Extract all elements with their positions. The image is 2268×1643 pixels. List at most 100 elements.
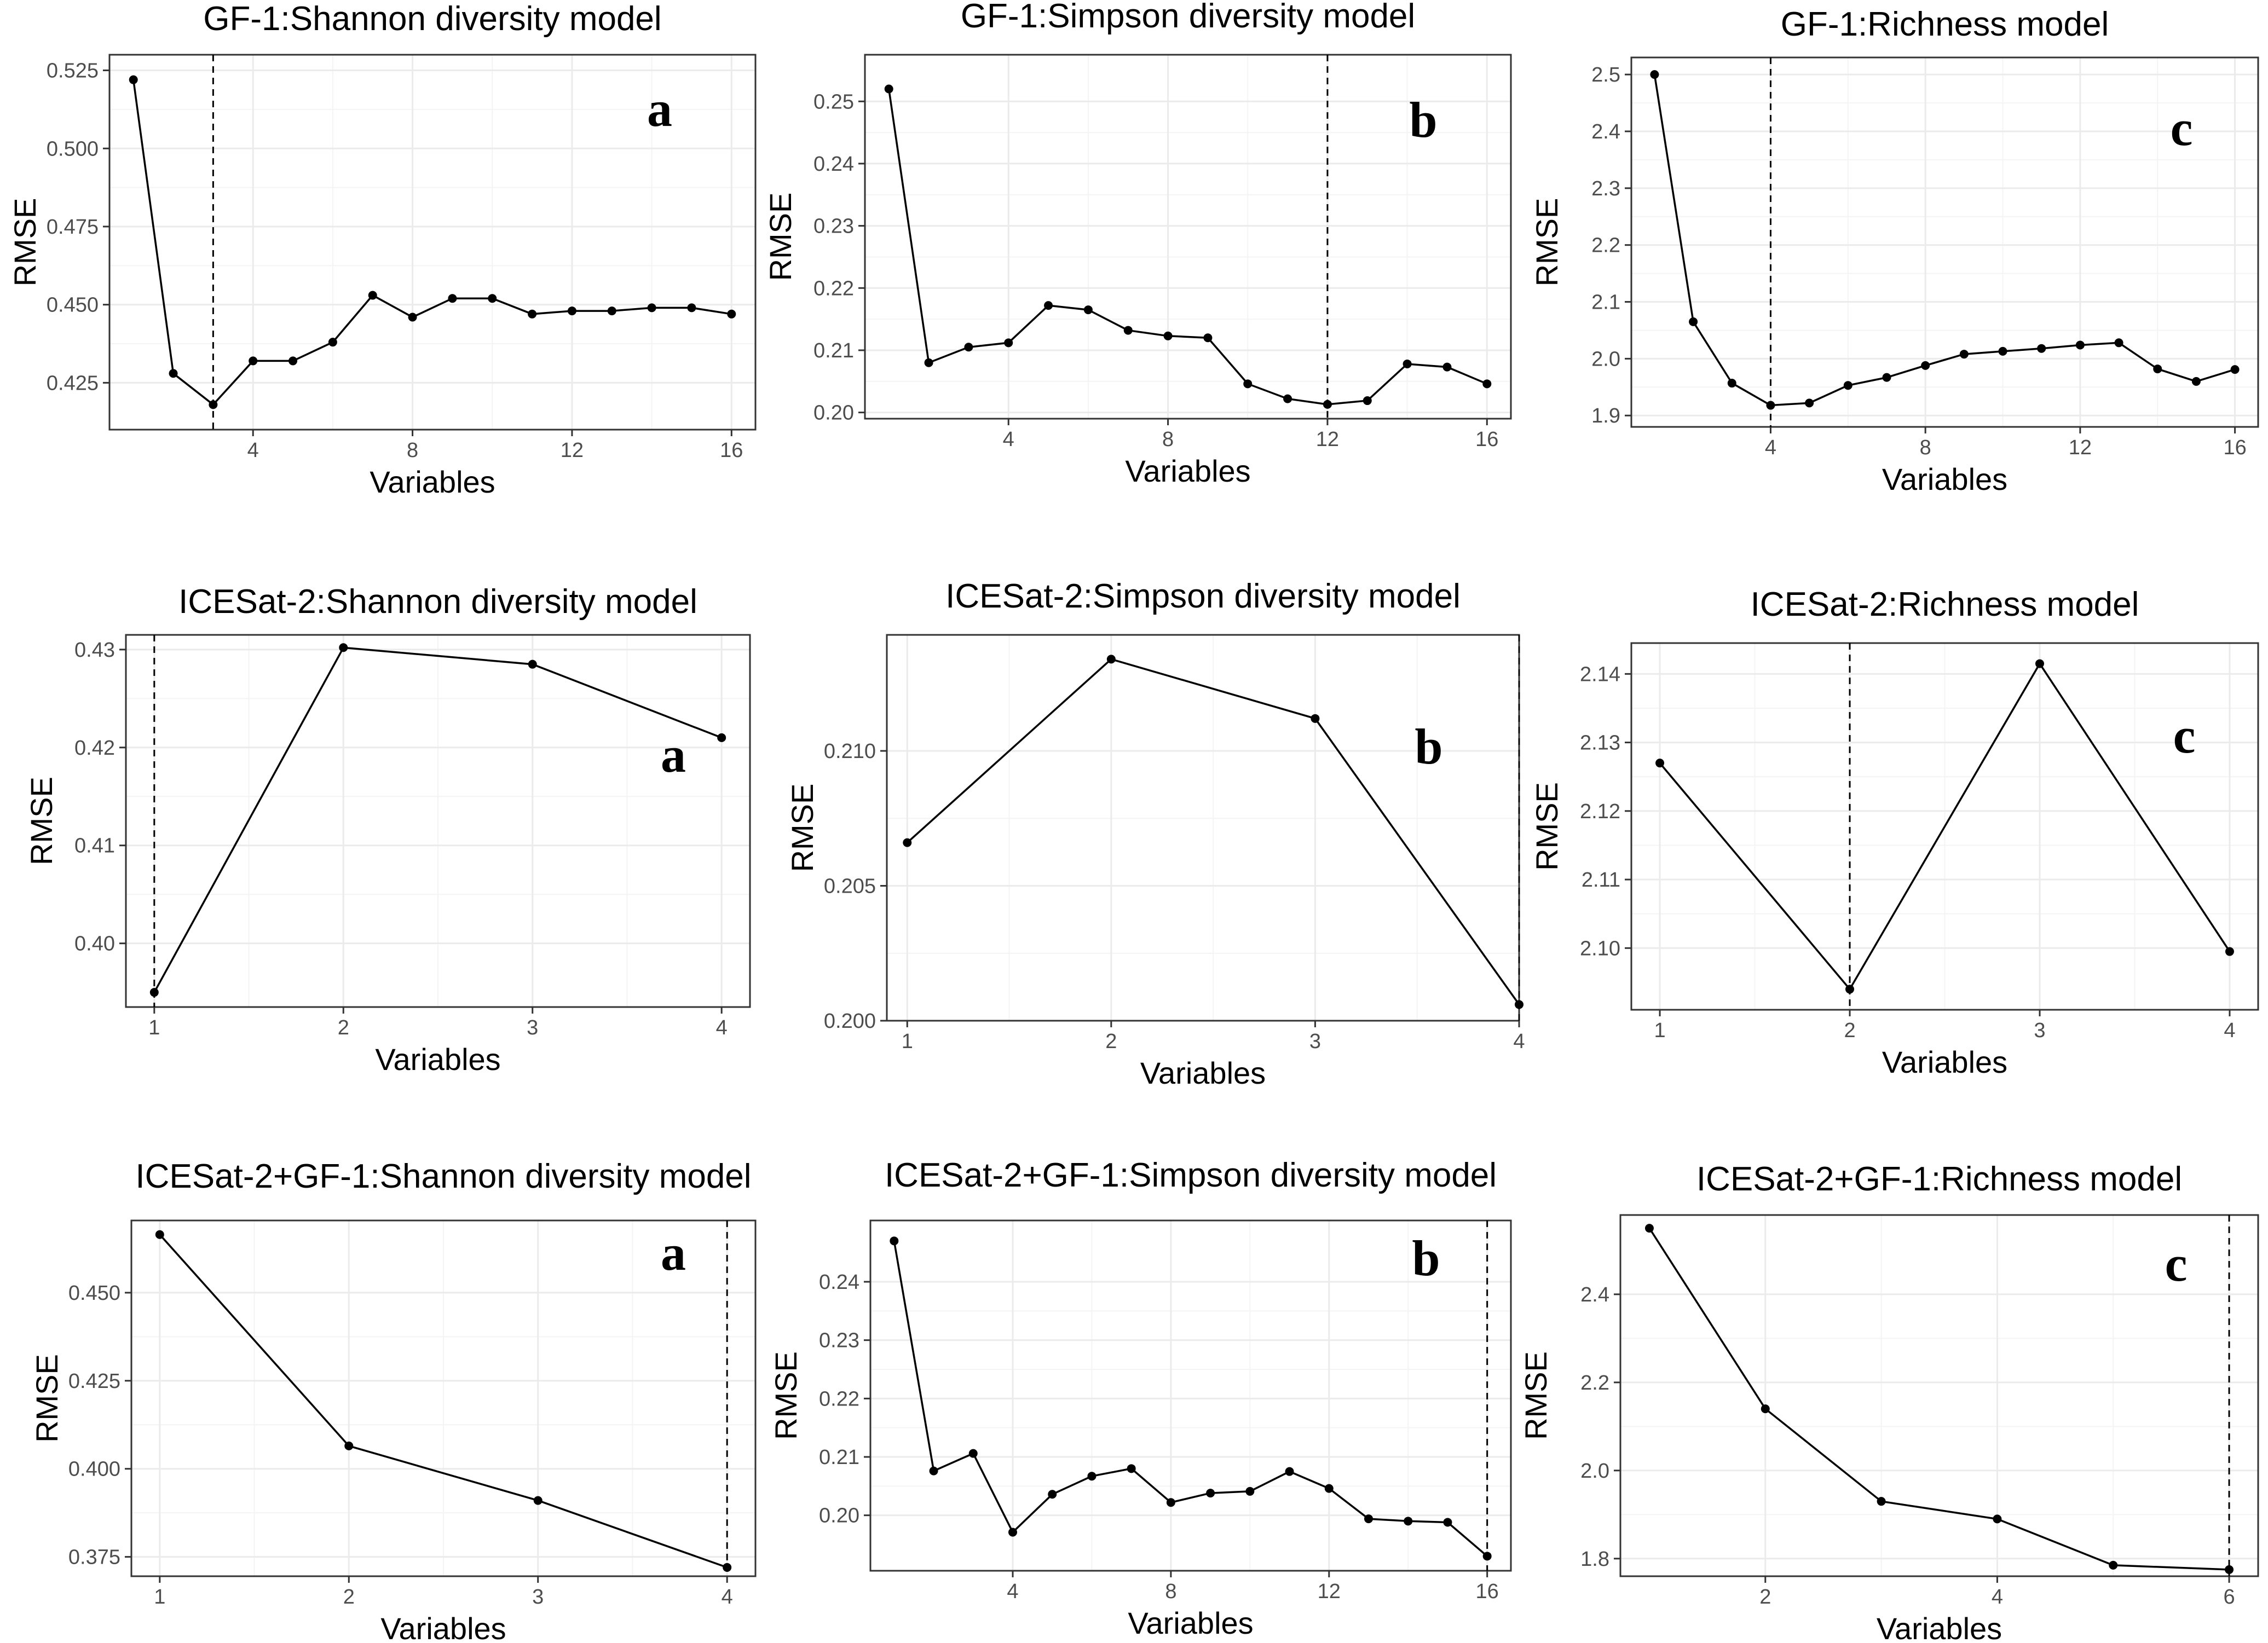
chart-panel: 4 8 12 16 0.20 0.21 0.22 0.23 0.24 ICESat-2+GF-1:…	[769, 1156, 1512, 1640]
data-point	[209, 400, 218, 409]
plot-frame	[130, 1219, 757, 1577]
panel-title: GF-1:Shannon diversity model	[203, 0, 661, 38]
y-tick-label: 0.42	[74, 737, 115, 760]
data-point	[2114, 338, 2123, 348]
data-point	[1727, 379, 1736, 388]
chart-panel: 2 4 6 1.8 2.0 2.2 2.4 ICESat-2+GF-1:Richness mo…	[1519, 1160, 2259, 1643]
data-point	[1127, 1464, 1136, 1473]
x-tick-label: 12	[1316, 428, 1339, 451]
panel-letter: b	[1415, 719, 1442, 774]
x-tick-label: 16	[1475, 428, 1498, 451]
data-point	[929, 1466, 938, 1476]
y-tick-label: 2.13	[1580, 732, 1620, 755]
x-axis-title: Variables	[1140, 1056, 1266, 1090]
data-point	[1877, 1497, 1886, 1506]
x-tick-label: 4	[1513, 1030, 1525, 1053]
data-point	[1845, 985, 1855, 994]
x-tick-label: 1	[154, 1586, 165, 1609]
y-tick-label: 0.22	[813, 277, 854, 300]
data-point	[1998, 346, 2007, 356]
panel-letter: b	[1409, 92, 1437, 148]
plot-frame	[864, 54, 1512, 420]
x-tick-label: 2	[343, 1586, 355, 1609]
y-tick-label: 0.20	[819, 1505, 859, 1528]
data-point	[1364, 1514, 1373, 1524]
x-tick-label: 3	[527, 1016, 538, 1039]
chart-panel: 1 2 3 4 0.375 0.400 0.425 0.450 ICESat-2+GF-1:Sh…	[30, 1158, 757, 1643]
x-tick-label: 4	[1007, 1580, 1018, 1603]
data-point	[1761, 1404, 1770, 1414]
data-point	[1048, 1490, 1057, 1499]
data-point	[288, 356, 298, 366]
data-point	[1166, 1498, 1175, 1507]
x-tick-label: 3	[1309, 1030, 1321, 1053]
x-tick-label: 4	[716, 1016, 728, 1039]
x-tick-label: 4	[1765, 436, 1776, 459]
data-point	[129, 75, 138, 84]
y-tick-label: 2.4	[1580, 1283, 1609, 1306]
data-point	[344, 1441, 354, 1450]
data-point	[1324, 1484, 1334, 1493]
data-point	[1482, 379, 1492, 389]
y-tick-label: 0.525	[47, 60, 99, 83]
y-tick-label: 0.43	[74, 639, 115, 662]
x-axis-title: Variables	[380, 1611, 506, 1643]
x-tick-label: 4	[1003, 428, 1014, 451]
data-point	[1515, 1000, 1523, 1009]
data-point	[727, 309, 736, 319]
x-tick-label: 8	[1165, 1580, 1176, 1603]
plot-frame	[886, 634, 1520, 1022]
y-tick-label: 2.4	[1591, 120, 1620, 143]
plot-frame	[869, 1219, 1512, 1572]
y-tick-label: 0.21	[819, 1446, 859, 1469]
data-point	[884, 84, 893, 94]
data-point	[1203, 333, 1213, 343]
data-point	[890, 1236, 899, 1246]
panel-letter: c	[2165, 1236, 2188, 1292]
y-tick-label: 0.425	[68, 1370, 120, 1393]
y-tick-label: 0.22	[819, 1387, 859, 1410]
data-point	[1083, 305, 1093, 315]
y-tick-label: 0.400	[68, 1458, 120, 1481]
data-point	[968, 1449, 978, 1458]
data-point	[528, 659, 537, 669]
y-tick-label: 0.375	[68, 1546, 120, 1569]
y-tick-label: 1.8	[1580, 1548, 1609, 1571]
y-tick-label: 0.40	[74, 933, 115, 956]
data-point	[1163, 331, 1173, 340]
panel-title: ICESat-2+GF-1:Shannon diversity model	[135, 1158, 751, 1195]
x-axis-title: Variables	[370, 465, 495, 499]
panel-title: ICESat-2+GF-1:Simpson diversity model	[885, 1156, 1497, 1194]
chart-panel: 1 2 3 4 0.200 0.205 0.210 ICESat-2:Simpson dive…	[785, 577, 1525, 1090]
data-point	[528, 309, 537, 319]
x-tick-label: 16	[2223, 436, 2246, 459]
data-point	[2075, 340, 2085, 350]
plot-frame	[108, 54, 757, 431]
y-axis-title: RMSE	[769, 1351, 803, 1440]
x-tick-label: 2	[1844, 1019, 1855, 1042]
data-point	[1404, 1517, 1413, 1526]
y-axis-title: RMSE	[24, 777, 59, 865]
rmse-series-line	[1659, 662, 2231, 991]
x-tick-label: 2	[338, 1016, 349, 1039]
rmse-series-line	[907, 658, 1520, 1005]
data-point	[448, 294, 457, 303]
x-tick-label: 8	[407, 439, 418, 462]
panel-title: ICESat-2:Simpson diversity model	[945, 577, 1461, 615]
data-point	[1283, 394, 1292, 403]
x-tick-label: 2	[1105, 1030, 1117, 1053]
data-point	[1243, 379, 1253, 389]
y-tick-label: 0.25	[813, 90, 854, 113]
data-point	[1008, 1528, 1017, 1537]
x-tick-label: 8	[1162, 428, 1174, 451]
panel-letter: c	[2173, 708, 2196, 763]
y-tick-label: 0.23	[819, 1329, 859, 1352]
rmse-series-line	[1653, 74, 2236, 407]
y-tick-label: 0.21	[813, 339, 854, 362]
panel-title: ICESat-2:Shannon diversity model	[178, 583, 697, 621]
data-point	[2035, 659, 2044, 668]
data-point	[1206, 1489, 1215, 1498]
data-point	[1004, 338, 1013, 348]
y-tick-label: 0.500	[47, 137, 99, 160]
y-tick-label: 2.10	[1580, 937, 1620, 960]
